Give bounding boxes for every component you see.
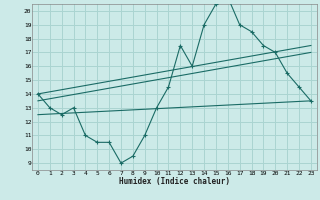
X-axis label: Humidex (Indice chaleur): Humidex (Indice chaleur) [119,177,230,186]
